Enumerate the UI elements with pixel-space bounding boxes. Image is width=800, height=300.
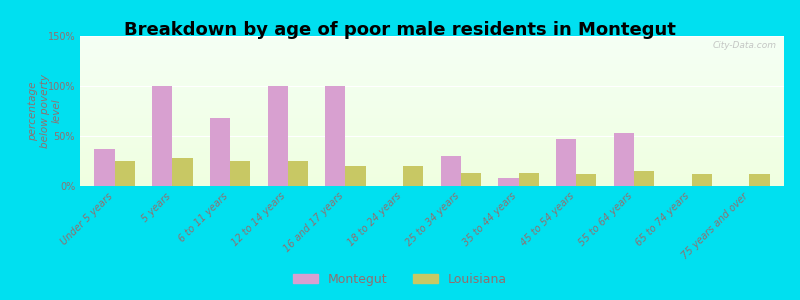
Bar bbox=[114, 161, 135, 186]
Bar bbox=[556, 139, 576, 186]
Bar bbox=[403, 166, 423, 186]
Bar bbox=[634, 171, 654, 186]
Bar bbox=[461, 173, 481, 186]
Bar bbox=[326, 86, 346, 186]
Bar bbox=[576, 174, 597, 186]
Bar bbox=[750, 174, 770, 186]
Bar bbox=[614, 133, 634, 186]
Legend: Montegut, Louisiana: Montegut, Louisiana bbox=[288, 268, 512, 291]
Text: City-Data.com: City-Data.com bbox=[713, 40, 777, 50]
Bar bbox=[518, 173, 538, 186]
Bar bbox=[498, 178, 518, 186]
Bar bbox=[94, 149, 114, 186]
Bar bbox=[441, 156, 461, 186]
Bar bbox=[230, 161, 250, 186]
Bar bbox=[172, 158, 193, 186]
Bar bbox=[267, 86, 288, 186]
Bar bbox=[692, 174, 712, 186]
Text: Breakdown by age of poor male residents in Montegut: Breakdown by age of poor male residents … bbox=[124, 21, 676, 39]
Bar bbox=[288, 161, 308, 186]
Bar bbox=[210, 118, 230, 186]
Y-axis label: percentage
below poverty
level: percentage below poverty level bbox=[28, 74, 62, 148]
Bar bbox=[152, 86, 172, 186]
Bar bbox=[346, 166, 366, 186]
